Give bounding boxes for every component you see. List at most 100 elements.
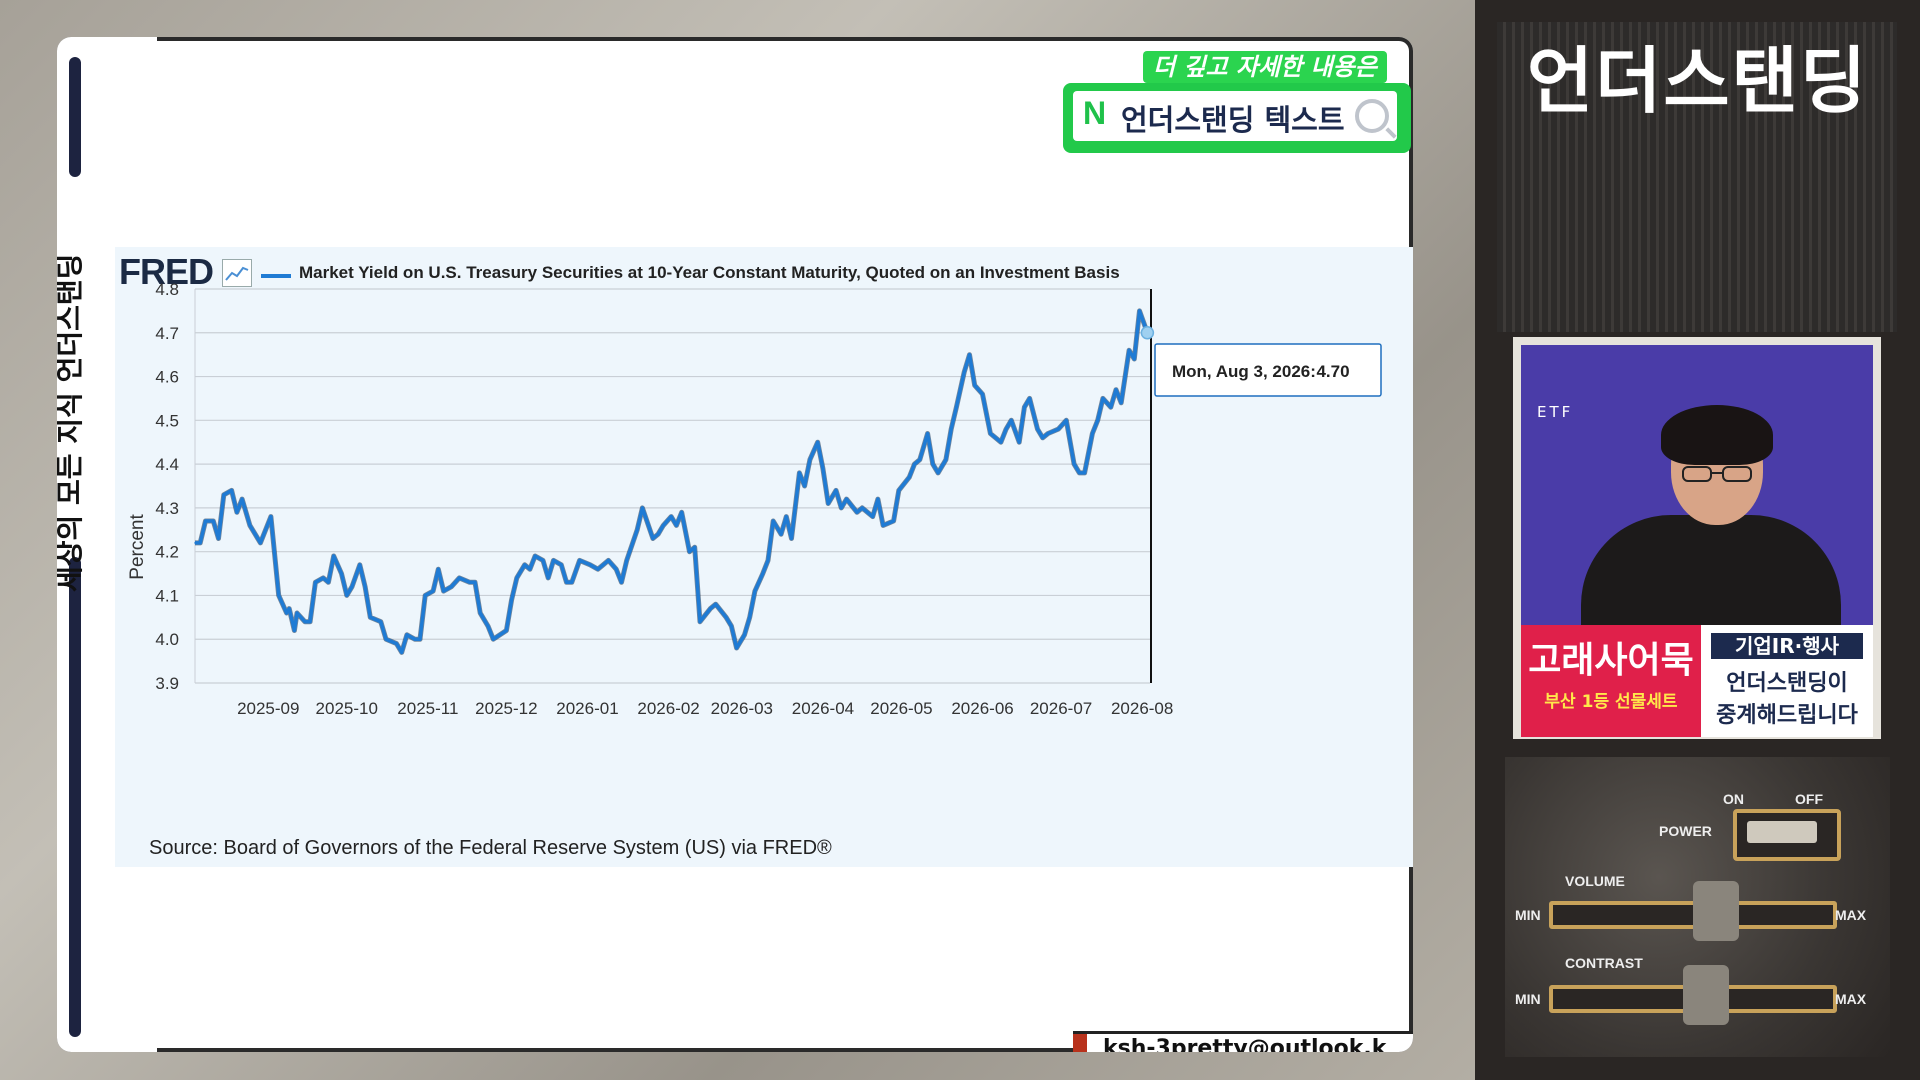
data-point — [1073, 463, 1075, 465]
data-point — [285, 612, 288, 614]
data-point — [552, 559, 555, 562]
data-point — [322, 577, 324, 579]
data-point — [1005, 428, 1007, 430]
cam-background: ETF — [1521, 345, 1873, 635]
y-tick-label: 3.9 — [155, 674, 179, 693]
rail-bar-top — [69, 57, 81, 177]
data-point — [652, 537, 654, 540]
data-point — [641, 507, 644, 509]
data-point — [892, 520, 895, 522]
y-tick-label: 4.6 — [155, 368, 179, 387]
brand-title: 언더스탠딩 — [1526, 39, 1869, 123]
data-point — [762, 572, 764, 575]
y-tick-label: 4.5 — [155, 411, 179, 430]
y-tick-label: 4.0 — [155, 630, 179, 649]
data-point — [968, 353, 971, 356]
data-point — [615, 568, 617, 570]
data-point — [725, 616, 727, 619]
data-point — [1083, 472, 1086, 474]
sponsor-ad-fishcake: 고래사어묵 부산 1등 선물세트 — [1521, 625, 1701, 737]
data-point — [1036, 428, 1039, 430]
data-point — [748, 616, 751, 619]
hover-tooltip: Mon, Aug 3, 2026: 4.70 — [1154, 343, 1382, 397]
data-point — [735, 647, 738, 649]
data-point — [989, 432, 992, 435]
data-point — [406, 634, 408, 636]
data-point — [809, 458, 811, 461]
series-line — [194, 308, 1150, 655]
data-point — [474, 581, 476, 584]
data-point — [293, 629, 296, 632]
power-switch[interactable] — [1733, 809, 1841, 861]
power-label: POWER — [1659, 823, 1712, 839]
data-point — [688, 550, 691, 553]
data-point — [1047, 432, 1049, 435]
data-point — [877, 498, 879, 500]
data-point — [340, 572, 343, 575]
data-point — [236, 511, 238, 514]
data-point — [364, 585, 366, 588]
data-point — [597, 568, 599, 570]
data-point — [709, 607, 712, 610]
data-point — [1110, 406, 1112, 408]
data-point — [1041, 437, 1044, 439]
x-tick-label: 2025-10 — [316, 699, 378, 718]
data-point — [780, 533, 782, 535]
contrast-knob[interactable] — [1683, 965, 1729, 1025]
data-point — [529, 568, 531, 570]
data-point — [662, 524, 665, 527]
contrast-slider[interactable] — [1549, 965, 1837, 1025]
data-point — [937, 472, 939, 474]
contrast-max-label: MAX — [1835, 991, 1867, 1007]
grid-lines — [194, 288, 1152, 684]
data-point — [230, 489, 233, 492]
data-point — [419, 638, 421, 640]
y-axis-label: Percent — [127, 514, 148, 580]
data-point — [547, 577, 549, 579]
volume-slider[interactable] — [1549, 881, 1837, 941]
data-point — [602, 564, 604, 566]
data-point — [790, 537, 793, 540]
data-point — [620, 581, 623, 584]
data-point — [955, 406, 958, 408]
ir-ad-line1: 기업IR·행사 — [1711, 633, 1863, 659]
data-point — [856, 511, 858, 514]
data-point — [981, 393, 984, 395]
data-point — [1023, 406, 1026, 408]
data-point — [259, 542, 262, 544]
host-body — [1581, 515, 1841, 635]
data-point — [505, 629, 508, 632]
on-label: ON — [1723, 791, 1744, 807]
data-point — [882, 524, 884, 527]
power-switch-knob[interactable] — [1747, 821, 1817, 843]
data-point — [314, 581, 317, 584]
data-point — [369, 616, 372, 619]
ir-ad-line3: 중계해드립니다 — [1716, 703, 1858, 728]
chart-source: Source: Board of Governors of the Federa… — [149, 837, 832, 859]
data-point — [254, 533, 256, 535]
volume-knob[interactable] — [1693, 881, 1739, 941]
data-point — [270, 515, 272, 518]
data-point — [510, 599, 513, 601]
data-point — [1091, 432, 1094, 435]
presentation-screen: 세상의 모든 지식 언더스탠딩 더 깊고 자세한 내용은 N 언더스탠딩 텍스트… — [57, 37, 1413, 1052]
data-point — [1133, 358, 1136, 360]
chart-title: Market Yield on U.S. Treasury Securities… — [299, 263, 1120, 282]
naver-n-icon: N — [1083, 95, 1107, 131]
data-point — [468, 581, 471, 584]
promo-tagline: 더 깊고 자세한 내용은 — [1143, 51, 1387, 83]
x-tick-label: 2025-12 — [475, 699, 537, 718]
contact-email: ksh-3pretty@outlook.k — [1103, 1036, 1387, 1052]
data-point — [913, 463, 916, 465]
data-point — [816, 441, 819, 443]
fred-chart-panel: FRED Market Yield on U.S. Treasury Secur… — [115, 247, 1413, 867]
series-line-path — [195, 309, 1150, 655]
data-point — [359, 564, 361, 566]
off-label: OFF — [1795, 791, 1823, 807]
data-point — [1128, 349, 1130, 352]
data-point — [400, 651, 403, 654]
data-point — [845, 498, 848, 500]
data-point — [414, 638, 416, 640]
data-point — [277, 594, 280, 597]
data-point — [730, 625, 733, 627]
